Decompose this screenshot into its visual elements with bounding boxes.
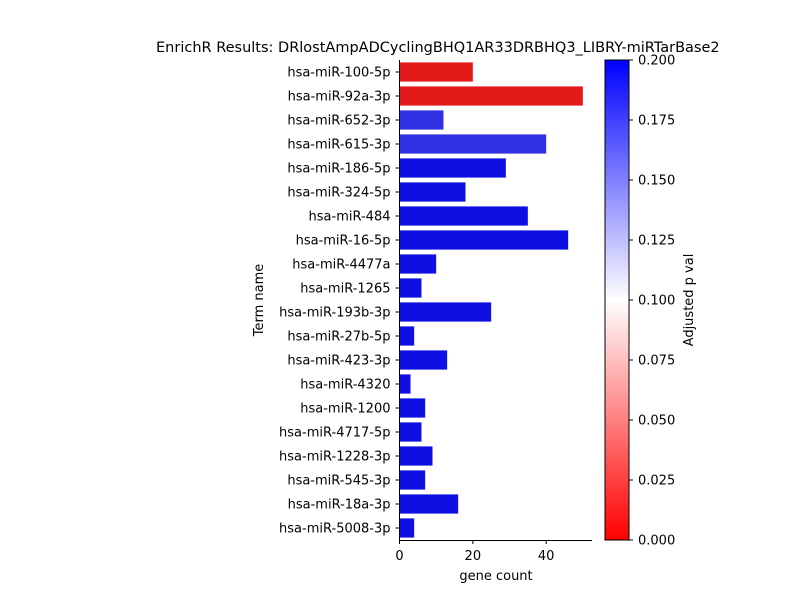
x-tick-label: 0 bbox=[395, 549, 403, 564]
y-tick-label: hsa-miR-92a-3p bbox=[288, 90, 391, 105]
y-tick-label: hsa-miR-1265 bbox=[300, 282, 390, 297]
colorbar-ticks: 0.000 0.025 0.050 0.075 0.100 0.125 0.150 0.175… bbox=[629, 54, 675, 549]
bar-hsa-miR-545-3p bbox=[399, 470, 426, 490]
colorbar-tick-label: 0.175 bbox=[638, 114, 675, 129]
bar-hsa-miR-324-5p bbox=[399, 182, 466, 202]
colorbar-tick-label: 0.100 bbox=[638, 294, 675, 309]
bar-hsa-miR-1200 bbox=[399, 398, 426, 418]
colorbar-tick-label: 0.150 bbox=[638, 174, 675, 189]
y-tick-label: hsa-miR-27b-5p bbox=[287, 330, 390, 345]
y-tick-labels: hsa-miR-100-5p hsa-miR-92a-3p hsa-miR-652-… bbox=[279, 66, 400, 537]
y-tick-label: hsa-miR-18a-3p bbox=[288, 498, 391, 513]
bar-hsa-miR-92a-3p bbox=[399, 86, 583, 106]
bar-hsa-miR-5008-3p bbox=[399, 518, 415, 538]
y-axis-label: Term name bbox=[252, 264, 267, 338]
bar-hsa-miR-423-3p bbox=[399, 350, 448, 370]
bar-hsa-miR-615-3p bbox=[399, 134, 547, 154]
bar-hsa-miR-193b-3p bbox=[399, 302, 492, 322]
y-tick-label: hsa-miR-1228-3p bbox=[279, 450, 390, 465]
chart-title: EnrichR Results: DRlostAmpADCyclingBHQ1A… bbox=[156, 40, 720, 56]
bar-hsa-miR-186-5p bbox=[399, 158, 506, 178]
bar-hsa-miR-100-5p bbox=[399, 62, 473, 82]
bar-hsa-miR-1265 bbox=[399, 278, 422, 298]
y-tick-label: hsa-miR-16-5p bbox=[296, 234, 391, 249]
colorbar-tick-label: 0.050 bbox=[638, 414, 675, 429]
y-tick-label: hsa-miR-4717-5p bbox=[279, 426, 390, 441]
y-tick-label: hsa-miR-100-5p bbox=[287, 66, 390, 81]
y-tick-label: hsa-miR-5008-3p bbox=[279, 522, 390, 537]
y-tick-label: hsa-miR-4320 bbox=[300, 378, 390, 393]
bar-hsa-miR-27b-5p bbox=[399, 326, 415, 346]
colorbar bbox=[604, 59, 630, 541]
bar-hsa-miR-652-3p bbox=[399, 110, 444, 130]
y-tick-label: hsa-miR-193b-3p bbox=[279, 306, 390, 321]
y-tick-label: hsa-miR-324-5p bbox=[287, 186, 390, 201]
x-tick-label: 40 bbox=[538, 549, 555, 564]
colorbar-tick-label: 0.025 bbox=[638, 474, 675, 489]
colorbar-label: Adjusted p val bbox=[682, 254, 697, 347]
bar-hsa-miR-4477a bbox=[399, 254, 437, 274]
y-tick-label: hsa-miR-615-3p bbox=[287, 138, 390, 153]
x-axis-label: gene count bbox=[459, 569, 532, 584]
y-tick-label: hsa-miR-545-3p bbox=[287, 474, 390, 489]
bar-group bbox=[399, 62, 583, 538]
bar-hsa-miR-484 bbox=[399, 206, 528, 226]
bar-hsa-miR-4717-5p bbox=[399, 422, 422, 442]
y-tick-label: hsa-miR-652-3p bbox=[287, 114, 390, 129]
colorbar-tick-label: 0.125 bbox=[638, 234, 675, 249]
y-tick-label: hsa-miR-484 bbox=[309, 210, 391, 225]
bar-hsa-miR-18a-3p bbox=[399, 494, 459, 514]
y-tick-label: hsa-miR-1200 bbox=[300, 402, 390, 417]
colorbar-tick-label: 0.000 bbox=[638, 534, 675, 549]
bar-hsa-miR-4320 bbox=[399, 374, 411, 394]
y-tick-label: hsa-miR-4477a bbox=[292, 258, 390, 273]
bar-hsa-miR-1228-3p bbox=[399, 446, 433, 466]
x-tick-label: 20 bbox=[465, 549, 482, 564]
y-tick-label: hsa-miR-423-3p bbox=[287, 354, 390, 369]
colorbar-tick-label: 0.075 bbox=[638, 354, 675, 369]
x-tick-labels: 0 20 40 bbox=[395, 540, 554, 564]
y-tick-label: hsa-miR-186-5p bbox=[287, 162, 390, 177]
bar-hsa-miR-16-5p bbox=[399, 230, 569, 250]
colorbar-tick-label: 0.200 bbox=[638, 54, 675, 69]
